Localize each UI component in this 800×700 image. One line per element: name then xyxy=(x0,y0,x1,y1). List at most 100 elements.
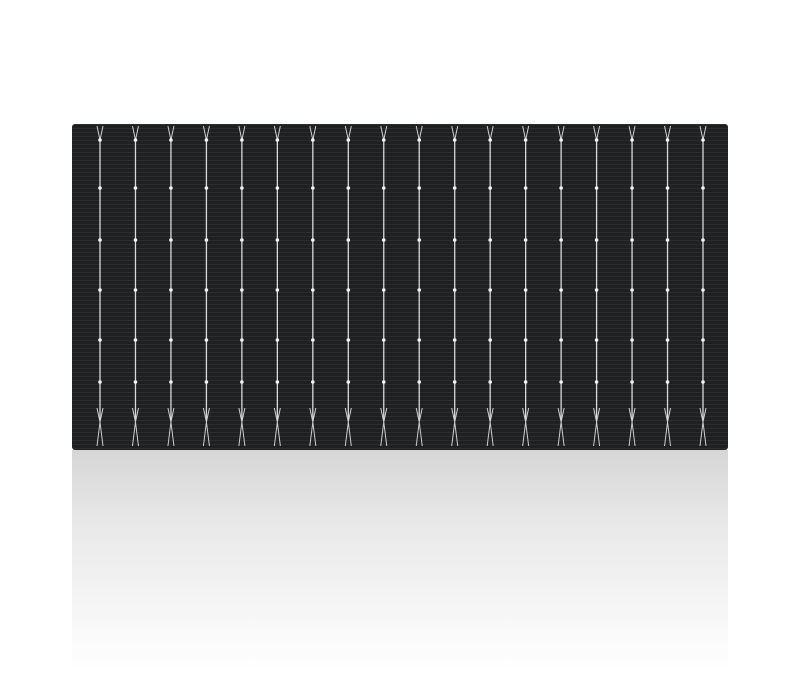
reflection xyxy=(72,450,728,670)
solder-pad xyxy=(665,238,670,242)
busbar-bottom-fork xyxy=(344,407,352,447)
solder-pad xyxy=(701,138,705,142)
solder-pad xyxy=(452,288,457,292)
solder-pad xyxy=(594,138,599,142)
solder-pad xyxy=(594,186,599,190)
busbar-bottom-fork xyxy=(628,407,636,447)
solder-pad xyxy=(311,186,315,190)
solder-pad xyxy=(665,380,670,384)
solder-pad xyxy=(523,186,528,190)
solder-pad xyxy=(346,186,351,190)
solder-pad xyxy=(417,338,422,342)
busbar-bottom-fork xyxy=(238,407,246,447)
solder-pad xyxy=(240,338,244,342)
solder-pad xyxy=(523,138,528,142)
solder-pad xyxy=(204,186,209,190)
solder-pad xyxy=(346,380,351,384)
busbar-bottom-fork xyxy=(451,407,459,447)
solder-pad xyxy=(417,186,422,190)
solder-pad xyxy=(346,338,351,342)
solar-cell xyxy=(72,124,728,450)
reflection-busbars xyxy=(99,452,704,660)
solder-pad xyxy=(452,380,457,384)
busbar-bottom-fork xyxy=(131,407,139,447)
solder-pad xyxy=(488,380,492,384)
solder-pad xyxy=(204,380,209,384)
solder-pad xyxy=(381,186,386,190)
solder-pad xyxy=(275,288,280,292)
busbar-bottom-fork xyxy=(699,407,707,447)
solder-pad xyxy=(665,138,670,142)
solder-pad xyxy=(417,138,422,142)
solder-pad xyxy=(275,338,280,342)
solder-pad xyxy=(204,288,209,292)
solder-pad xyxy=(98,338,102,342)
solder-pad xyxy=(523,238,528,242)
solder-pad xyxy=(381,338,386,342)
solder-pad xyxy=(701,238,705,242)
busbar-bottom-fork xyxy=(664,407,672,447)
solder-pad xyxy=(381,238,386,242)
solder-pad xyxy=(523,338,528,342)
solder-pad xyxy=(381,138,386,142)
solder-pad xyxy=(701,288,705,292)
solder-pad xyxy=(346,288,351,292)
solder-pad xyxy=(630,138,634,142)
solder-pad xyxy=(311,380,315,384)
solder-pad xyxy=(275,138,280,142)
busbar-bottom-fork xyxy=(486,407,494,447)
solder-pad xyxy=(275,238,280,242)
busbar-bottom-fork xyxy=(202,407,210,447)
solder-pad xyxy=(240,380,244,384)
solder-pad xyxy=(452,186,457,190)
solder-pad xyxy=(169,238,173,242)
solder-pad xyxy=(559,288,563,292)
solder-pad xyxy=(240,238,244,242)
solder-pad xyxy=(204,238,209,242)
solder-pad xyxy=(98,186,102,190)
solder-pad xyxy=(488,288,492,292)
solder-pad xyxy=(594,288,599,292)
solder-pad xyxy=(133,138,138,142)
solder-pad xyxy=(346,238,351,242)
solder-pad xyxy=(417,238,422,242)
solder-pad xyxy=(133,186,138,190)
solder-pad xyxy=(594,380,599,384)
busbar-bottom-fork xyxy=(380,407,388,447)
solder-pad xyxy=(523,380,528,384)
solder-pad xyxy=(452,238,457,242)
solder-pad xyxy=(559,238,563,242)
solder-pad xyxy=(240,186,244,190)
solder-pad xyxy=(240,288,244,292)
solder-pad xyxy=(559,186,563,190)
solder-pad xyxy=(98,380,102,384)
solder-pad xyxy=(665,186,670,190)
solder-pad xyxy=(594,338,599,342)
solder-pad xyxy=(665,288,670,292)
solder-pad xyxy=(488,338,492,342)
solder-pad xyxy=(311,238,315,242)
solder-pad xyxy=(559,380,563,384)
solder-pad xyxy=(204,338,209,342)
solder-pad xyxy=(559,138,563,142)
solder-pad xyxy=(381,288,386,292)
solder-pad xyxy=(204,138,209,142)
solder-pad xyxy=(559,338,563,342)
solder-pad xyxy=(452,338,457,342)
solder-pad xyxy=(98,138,102,142)
solder-pad xyxy=(311,338,315,342)
solder-pad xyxy=(275,380,280,384)
solder-pad xyxy=(594,238,599,242)
solder-pad xyxy=(701,186,705,190)
solder-pad xyxy=(169,380,173,384)
solder-pad xyxy=(133,288,138,292)
solder-pad xyxy=(169,138,173,142)
solder-pad xyxy=(133,380,138,384)
solder-pad xyxy=(311,288,315,292)
solder-pad xyxy=(488,138,492,142)
solder-pad xyxy=(630,380,634,384)
solder-pad xyxy=(98,288,102,292)
busbar-bottom-fork xyxy=(415,407,423,447)
